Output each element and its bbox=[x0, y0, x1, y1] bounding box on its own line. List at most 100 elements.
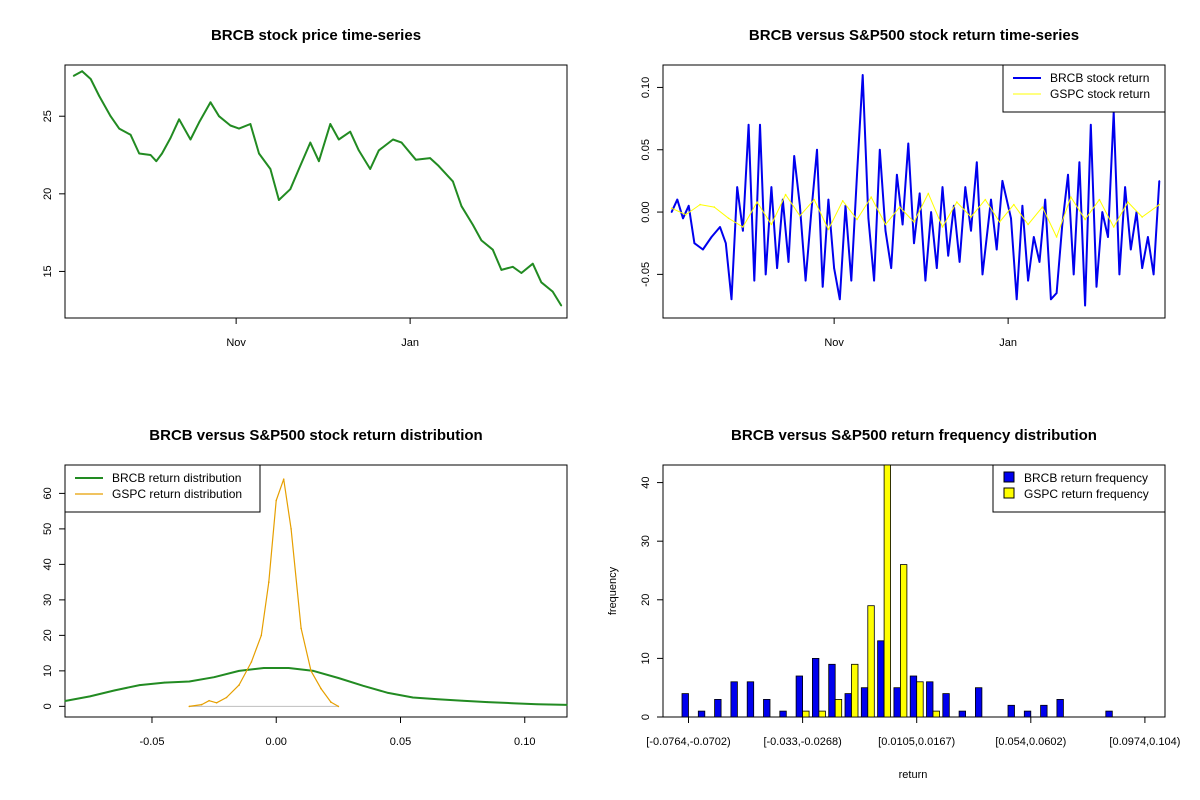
gspc-density-point bbox=[238, 684, 240, 686]
gspc-density-point bbox=[260, 634, 263, 637]
legend-entry: GSPC stock return bbox=[1050, 87, 1150, 101]
brcb-return-point bbox=[890, 267, 892, 269]
brcb-density-point bbox=[89, 695, 91, 698]
brcb-return-point bbox=[736, 186, 738, 188]
brcb-frequency-bar bbox=[697, 710, 706, 718]
x-tick-label: Nov bbox=[824, 337, 844, 349]
price-data-point bbox=[460, 205, 463, 207]
brcb-return-point bbox=[1147, 236, 1149, 238]
brcb-return-point bbox=[1130, 248, 1132, 251]
brcb-return-point bbox=[1044, 198, 1046, 201]
brcb-return-point bbox=[884, 230, 887, 232]
legend-box bbox=[64, 464, 261, 513]
price-data-point bbox=[229, 124, 232, 127]
brcb-return-point bbox=[759, 124, 761, 126]
y-tick-label: 0 bbox=[42, 703, 54, 709]
price-data-point bbox=[480, 239, 483, 242]
gspc-frequency-bar bbox=[834, 699, 843, 718]
brcb-density-point bbox=[461, 699, 464, 702]
brcb-return-point bbox=[1078, 161, 1081, 163]
gspc-frequency-bar bbox=[883, 464, 891, 718]
price-data-point bbox=[149, 154, 152, 156]
gspc-density-point bbox=[215, 702, 218, 704]
price-data-point bbox=[318, 160, 320, 162]
gspc-return-point bbox=[1158, 203, 1161, 206]
brcb-frequency-bar bbox=[926, 681, 934, 718]
return-timeseries-chart: BRCB versus S&P500 stock return time-ser… bbox=[640, 27, 1166, 349]
price-data-point bbox=[161, 152, 163, 155]
brcb-frequency-bar bbox=[844, 693, 852, 718]
gspc-return-point bbox=[1013, 203, 1015, 206]
brcb-density-point bbox=[486, 701, 489, 703]
y-tick-label: 0.10 bbox=[640, 77, 652, 98]
gspc-density-point bbox=[200, 703, 203, 706]
brcb-frequency-bar bbox=[1105, 710, 1113, 718]
gspc-density-point bbox=[300, 627, 302, 630]
gspc-return-point bbox=[1027, 223, 1029, 226]
y-axis-label: frequency bbox=[607, 566, 619, 615]
brcb-density-point bbox=[113, 689, 116, 692]
legend: BRCB stock return GSPC stock return bbox=[1002, 64, 1166, 113]
price-data-point bbox=[520, 272, 523, 274]
brcb-frequency-bar bbox=[714, 699, 722, 718]
gspc-density-point bbox=[290, 528, 292, 530]
gspc-return-point bbox=[841, 200, 844, 202]
brcb-return-point bbox=[710, 236, 713, 238]
legend: BRCB return distribution GSPC return dist… bbox=[64, 464, 261, 513]
brcb-return-point bbox=[1033, 236, 1035, 238]
gspc-return-point bbox=[784, 193, 787, 196]
brcb-return-point bbox=[753, 279, 756, 282]
x-tick-label: 0.00 bbox=[266, 736, 287, 748]
brcb-return-point bbox=[924, 279, 927, 282]
brcb-frequency-bar bbox=[828, 663, 836, 718]
brcb-return-point bbox=[981, 273, 984, 276]
legend: BRCB return frequency GSPC return frequen… bbox=[992, 464, 1166, 513]
price-data-point bbox=[551, 290, 554, 293]
brcb-return-point bbox=[896, 173, 898, 176]
gspc-return-point bbox=[827, 228, 830, 231]
brcb-return-point bbox=[867, 217, 870, 220]
x-axis-label: return bbox=[899, 769, 928, 781]
price-data-point bbox=[81, 70, 83, 72]
price-data-point bbox=[472, 224, 474, 226]
brcb-frequency-bar bbox=[958, 710, 966, 718]
gspc-return-point bbox=[970, 216, 972, 218]
brcb-return-point bbox=[990, 198, 992, 201]
gspc-density-point bbox=[337, 705, 340, 708]
brcb-frequency-bar bbox=[860, 687, 869, 718]
gspc-density-point bbox=[225, 696, 228, 699]
brcb-return-point bbox=[747, 124, 750, 126]
brcb-return-point bbox=[873, 279, 875, 282]
brcb-return-point bbox=[770, 186, 773, 188]
brcb-return-point bbox=[1118, 273, 1121, 276]
brcb-return-point bbox=[947, 254, 949, 257]
brcb-return-point bbox=[964, 186, 967, 188]
gspc-frequency-bar bbox=[867, 605, 875, 718]
price-data-point bbox=[369, 168, 372, 170]
brcb-density-point bbox=[312, 670, 315, 672]
brcb-return-point bbox=[907, 142, 910, 145]
price-data-point bbox=[309, 141, 312, 144]
brcb-return-point bbox=[742, 230, 744, 232]
price-data-point bbox=[429, 157, 431, 159]
y-tick-label: 20 bbox=[42, 629, 54, 641]
brcb-return-point bbox=[1107, 236, 1109, 238]
price-data-point bbox=[198, 121, 200, 124]
x-tick-label: [0.0974,0.104) bbox=[1109, 736, 1180, 748]
x-tick-label: [0.0105,0.0167) bbox=[878, 736, 955, 748]
gspc-frequency-bar bbox=[802, 710, 810, 718]
brcb-return-point bbox=[1027, 279, 1029, 282]
brcb-frequency-bar bbox=[942, 693, 950, 718]
gspc-return-point bbox=[1041, 206, 1044, 208]
brcb-return-point bbox=[1158, 180, 1161, 182]
brcb-frequency-bar bbox=[763, 699, 771, 718]
gspc-density-point bbox=[330, 701, 332, 703]
plot-frame bbox=[64, 64, 568, 319]
brcb-density-point bbox=[163, 681, 166, 684]
price-data-point bbox=[209, 101, 212, 104]
brcb-density-point bbox=[263, 667, 265, 669]
price-data-point bbox=[392, 138, 394, 141]
brcb-density-point bbox=[536, 703, 538, 705]
gspc-density-point bbox=[310, 670, 312, 672]
brcb-density-point bbox=[64, 700, 66, 702]
